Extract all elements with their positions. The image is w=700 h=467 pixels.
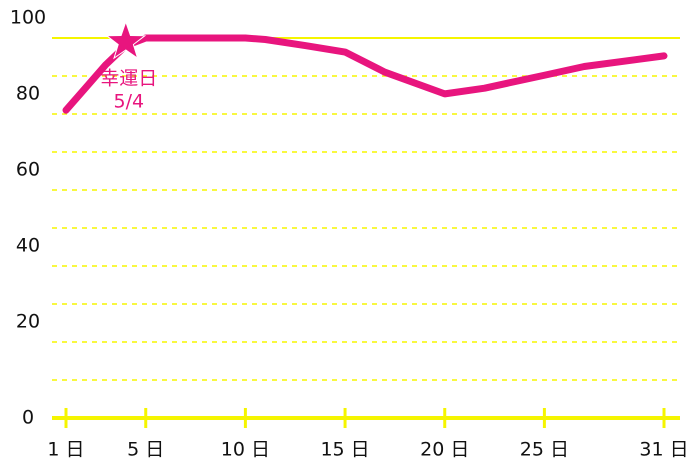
x-tick-label: 15 日 bbox=[320, 439, 369, 461]
x-tick-label: 5 日 bbox=[127, 439, 164, 461]
lucky-day-star bbox=[105, 20, 147, 60]
x-tick-label: 31 日 bbox=[639, 439, 688, 461]
x-tick-label: 25 日 bbox=[520, 439, 569, 461]
x-tick-label: 10 日 bbox=[221, 439, 270, 461]
y-tick-label: 100 bbox=[10, 7, 46, 29]
y-tick-label: 80 bbox=[16, 83, 40, 105]
x-tick-label: 1 日 bbox=[47, 439, 84, 461]
y-tick-label: 60 bbox=[16, 159, 40, 181]
x-tick-label: 20 日 bbox=[420, 439, 469, 461]
y-tick-label: 20 bbox=[16, 311, 40, 333]
annotation-date: 5/4 bbox=[114, 91, 145, 113]
line bbox=[62, 34, 668, 114]
y-tick-label: 40 bbox=[16, 235, 40, 257]
y-tick-label: 0 bbox=[22, 407, 34, 429]
annotation-label: 幸運日 bbox=[100, 68, 157, 90]
